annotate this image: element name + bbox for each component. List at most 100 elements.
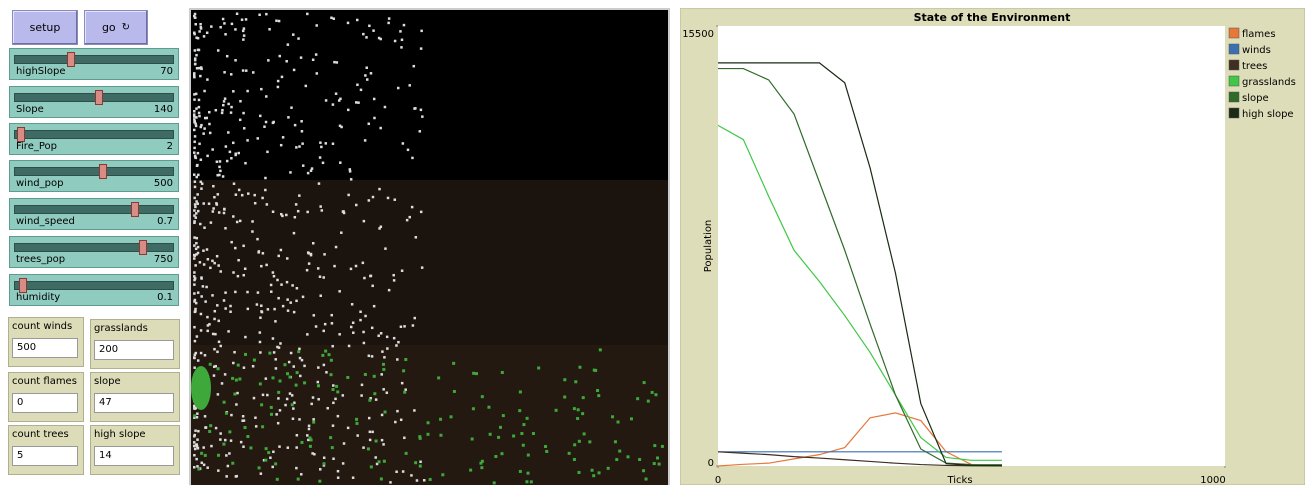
slider-value: 70 <box>160 66 173 77</box>
agent <box>263 125 266 128</box>
agent <box>194 186 197 189</box>
agent <box>315 24 318 27</box>
agent <box>273 351 276 354</box>
grass-patch <box>651 391 654 394</box>
agent <box>310 253 313 256</box>
agent <box>193 147 196 150</box>
agent <box>423 479 426 482</box>
agent <box>203 35 206 38</box>
grass-patch <box>472 407 475 410</box>
agent <box>365 66 368 69</box>
y-tick-label: 15500 <box>682 29 714 40</box>
grass-patch <box>382 363 385 366</box>
agent <box>247 192 250 195</box>
agent <box>234 28 237 31</box>
go-button[interactable]: go↻ <box>84 10 148 45</box>
agent <box>213 196 216 199</box>
grass-patch <box>265 447 268 450</box>
agent <box>380 373 383 376</box>
agent <box>278 20 281 23</box>
agent <box>242 445 245 448</box>
agent <box>270 284 273 287</box>
grass-patch <box>596 389 599 392</box>
agent <box>408 216 411 219</box>
agent <box>237 152 240 155</box>
agent <box>236 13 239 16</box>
agent <box>276 279 279 282</box>
agent <box>298 194 301 197</box>
agent <box>372 29 375 32</box>
agent <box>342 210 345 213</box>
agent <box>227 103 230 106</box>
agent <box>277 255 280 258</box>
agent <box>233 182 236 185</box>
agent <box>277 397 280 400</box>
grass-patch <box>426 433 429 436</box>
agent <box>362 262 365 265</box>
grass-patch <box>419 437 422 440</box>
agent <box>330 17 333 20</box>
grass-patch <box>332 388 335 391</box>
agent <box>219 170 222 173</box>
agent <box>342 394 345 397</box>
slider-name: Slope <box>16 104 44 115</box>
agent <box>226 55 229 58</box>
agent <box>195 242 198 245</box>
agent <box>223 208 226 211</box>
slider-value: 2 <box>167 141 173 152</box>
legend-swatch <box>1229 92 1239 102</box>
agent <box>225 454 228 457</box>
grass-patch <box>322 462 325 465</box>
grass-patch <box>607 467 610 470</box>
agent <box>332 384 335 387</box>
agent <box>378 37 381 40</box>
agent <box>195 443 197 446</box>
agent <box>289 301 292 304</box>
grass-patch <box>519 390 522 393</box>
agent <box>363 277 366 280</box>
agent <box>254 417 257 420</box>
grass-patch <box>259 382 262 385</box>
agent <box>338 99 341 102</box>
agent <box>194 63 197 66</box>
grass-patch <box>630 417 633 420</box>
agent <box>421 115 424 118</box>
setup-button[interactable]: setup <box>12 10 78 45</box>
agent <box>265 121 268 124</box>
agent <box>300 56 303 59</box>
agent <box>395 344 398 347</box>
agent <box>278 445 281 448</box>
grass-patch <box>330 373 333 376</box>
agent <box>266 203 269 206</box>
agent <box>268 28 271 31</box>
agent <box>223 71 226 74</box>
agent <box>260 472 263 475</box>
y-axis-label: Population <box>703 220 714 273</box>
grass-patch <box>279 379 282 382</box>
agent <box>334 398 337 401</box>
agent <box>206 155 209 158</box>
agent <box>199 75 202 78</box>
grass-patch <box>261 425 264 428</box>
grass-patch <box>525 480 528 483</box>
agent <box>306 434 309 437</box>
grass-patch <box>270 413 273 416</box>
agent <box>259 115 262 118</box>
agent <box>230 414 233 417</box>
agent <box>295 446 298 449</box>
agent <box>197 291 200 294</box>
agent <box>326 407 329 410</box>
agent <box>203 226 206 229</box>
monitor-value: 200 <box>94 340 174 360</box>
agent <box>198 106 201 109</box>
agent <box>360 89 363 92</box>
agent <box>373 305 376 308</box>
agent <box>217 49 220 52</box>
